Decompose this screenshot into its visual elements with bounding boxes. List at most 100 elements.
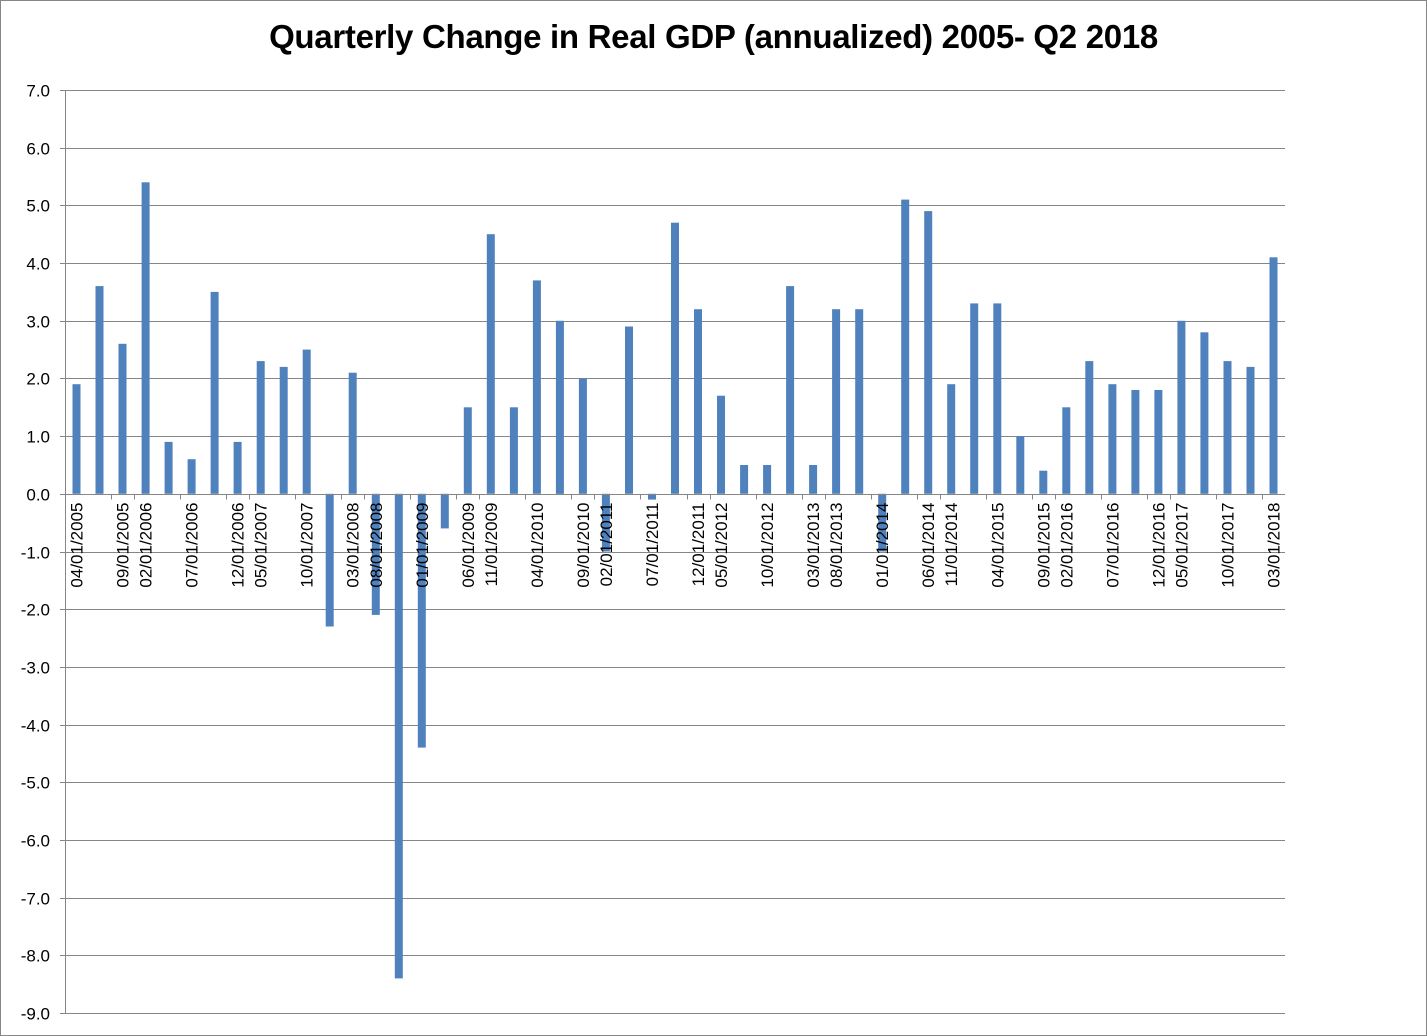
bar <box>440 493 449 529</box>
bar <box>187 459 196 494</box>
bar <box>279 366 288 494</box>
x-tick-label: 04/01/2010 <box>528 503 547 588</box>
bar <box>901 199 910 494</box>
x-tick-label: 11/01/2009 <box>482 503 501 587</box>
chart-title: Quarterly Change in Real GDP (annualized… <box>269 18 1158 55</box>
x-tick-label: 12/01/2006 <box>229 503 248 588</box>
x-tick-label: 04/01/2005 <box>68 503 87 588</box>
x-tick-label: 04/01/2015 <box>988 503 1007 588</box>
x-tick-label: 07/01/2006 <box>183 503 202 588</box>
bar <box>1154 390 1163 494</box>
x-tick-label: 12/01/2011 <box>689 503 708 587</box>
bar <box>141 182 150 494</box>
y-tick-label: -3.0 <box>21 659 50 678</box>
x-tick-label: 11/01/2014 <box>942 503 961 587</box>
bar <box>855 309 864 494</box>
bar <box>924 211 933 494</box>
x-tick-label: 10/01/2017 <box>1218 503 1237 588</box>
x-tick-label: 03/01/2008 <box>344 503 363 588</box>
y-tick-label: 3.0 <box>26 313 50 332</box>
y-tick-label: -4.0 <box>21 717 50 736</box>
bar <box>740 465 749 494</box>
bar <box>1016 436 1025 494</box>
x-tick-label: 06/01/2009 <box>459 503 478 588</box>
y-tick-label: 7.0 <box>26 82 50 101</box>
bar <box>256 361 265 494</box>
bar <box>625 326 633 494</box>
bar <box>233 441 242 494</box>
x-tick-label: 09/01/2015 <box>1034 503 1053 588</box>
bar <box>302 349 311 494</box>
y-tick-label: 1.0 <box>26 428 50 447</box>
bar <box>72 384 81 494</box>
bar <box>1062 407 1071 494</box>
x-tick-label: 08/01/2013 <box>827 503 846 588</box>
bar <box>1223 361 1232 494</box>
bar <box>532 280 541 494</box>
y-tick-label: -8.0 <box>21 947 50 966</box>
x-tick-label: 01/01/2009 <box>413 503 432 588</box>
x-tick-label: 07/01/2011 <box>643 503 662 587</box>
y-tick-label: 5.0 <box>26 197 50 216</box>
x-tick-label: 12/01/2016 <box>1149 503 1168 588</box>
bar <box>993 303 1002 494</box>
y-tick-label: -2.0 <box>21 601 50 620</box>
bar <box>694 309 702 494</box>
x-tick-label: 10/01/2007 <box>298 503 317 588</box>
bar <box>1246 366 1255 494</box>
x-tick-label: 05/01/2017 <box>1172 503 1191 588</box>
bar <box>763 465 772 494</box>
bar <box>118 343 127 494</box>
y-tick-label: 4.0 <box>26 255 50 274</box>
bar <box>348 372 357 494</box>
bar <box>417 493 426 748</box>
x-tick-label: 06/01/2014 <box>919 503 938 588</box>
x-tick-label: 05/01/2007 <box>252 503 271 588</box>
bar <box>832 309 841 494</box>
bar <box>970 303 979 494</box>
bar <box>1108 384 1117 494</box>
x-tick-label: 02/01/2006 <box>137 503 156 588</box>
y-tick-label: 6.0 <box>26 140 50 159</box>
bar <box>786 286 795 494</box>
bar <box>1269 257 1278 494</box>
x-tick-label: 09/01/2005 <box>114 503 133 588</box>
bar <box>463 407 472 494</box>
bar <box>1200 332 1209 494</box>
y-tick-label: -9.0 <box>21 1005 50 1024</box>
x-tick-label: 05/01/2012 <box>712 503 731 588</box>
bar <box>1131 390 1140 494</box>
bar <box>325 493 334 627</box>
bar <box>555 320 564 494</box>
bar <box>1039 470 1048 494</box>
bar <box>601 493 610 552</box>
bar <box>648 493 656 500</box>
x-tick-label: 03/01/2018 <box>1264 503 1283 588</box>
bar <box>371 493 380 615</box>
bar <box>578 378 587 494</box>
x-tick-label: 01/01/2014 <box>873 503 892 588</box>
bar <box>947 384 956 494</box>
bar <box>1085 361 1094 494</box>
bar <box>210 291 219 494</box>
bar <box>164 441 173 494</box>
x-tick-label: 07/01/2016 <box>1103 503 1122 588</box>
bar <box>95 286 104 494</box>
bar <box>878 493 887 552</box>
x-tick-label: 10/01/2012 <box>758 503 777 588</box>
y-tick-label: -5.0 <box>21 774 50 793</box>
bar <box>809 465 818 494</box>
bar <box>717 395 725 494</box>
x-tick-label: 02/01/2016 <box>1057 503 1076 588</box>
y-tick-label: 0.0 <box>26 486 50 505</box>
bar <box>1177 320 1186 494</box>
bar <box>486 234 495 494</box>
bar <box>509 407 518 494</box>
y-tick-label: 2.0 <box>26 370 50 389</box>
x-tick-label: 02/01/2011 <box>597 503 616 587</box>
bar <box>394 493 403 979</box>
y-tick-label: -7.0 <box>21 890 50 909</box>
x-tick-label: 03/01/2013 <box>804 503 823 588</box>
